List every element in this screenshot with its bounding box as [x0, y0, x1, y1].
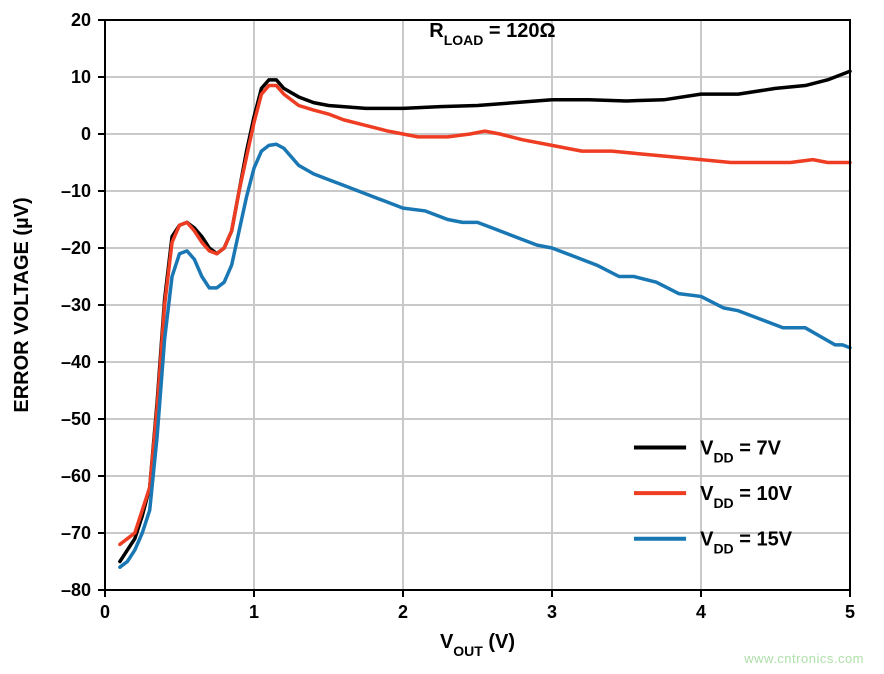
- y-axis-label: ERROR VOLTAGE (µV): [11, 197, 33, 412]
- y-tick-label: –30: [61, 295, 91, 315]
- x-tick-label: 4: [696, 602, 706, 622]
- y-tick-label: –10: [61, 181, 91, 201]
- x-axis-label: VOUT (V): [440, 631, 515, 659]
- y-tick-label: –80: [61, 580, 91, 600]
- y-tick-label: –40: [61, 352, 91, 372]
- chart-container: 0 1 2 3 4 5 20 10 0 –10 –20 –30 –40 –50 –60 –70 –80 VOUT …: [0, 0, 884, 674]
- y-tick-label: –50: [61, 409, 91, 429]
- x-tick-label: 5: [845, 602, 855, 622]
- y-tick-label: –70: [61, 523, 91, 543]
- y-tick-label: –20: [61, 238, 91, 258]
- x-tick-label: 0: [100, 602, 110, 622]
- x-tick-label: 1: [249, 602, 259, 622]
- y-tick-label: –60: [61, 466, 91, 486]
- y-tick-label: 20: [71, 10, 91, 30]
- x-tick-label: 2: [398, 602, 408, 622]
- y-tick-label: 10: [71, 67, 91, 87]
- error-voltage-chart: 0 1 2 3 4 5 20 10 0 –10 –20 –30 –40 –50 –60 –70 –80 VOUT …: [0, 0, 884, 674]
- y-tick-label: 0: [81, 124, 91, 144]
- watermark: www.cntronics.com: [744, 651, 864, 666]
- x-tick-label: 3: [547, 602, 557, 622]
